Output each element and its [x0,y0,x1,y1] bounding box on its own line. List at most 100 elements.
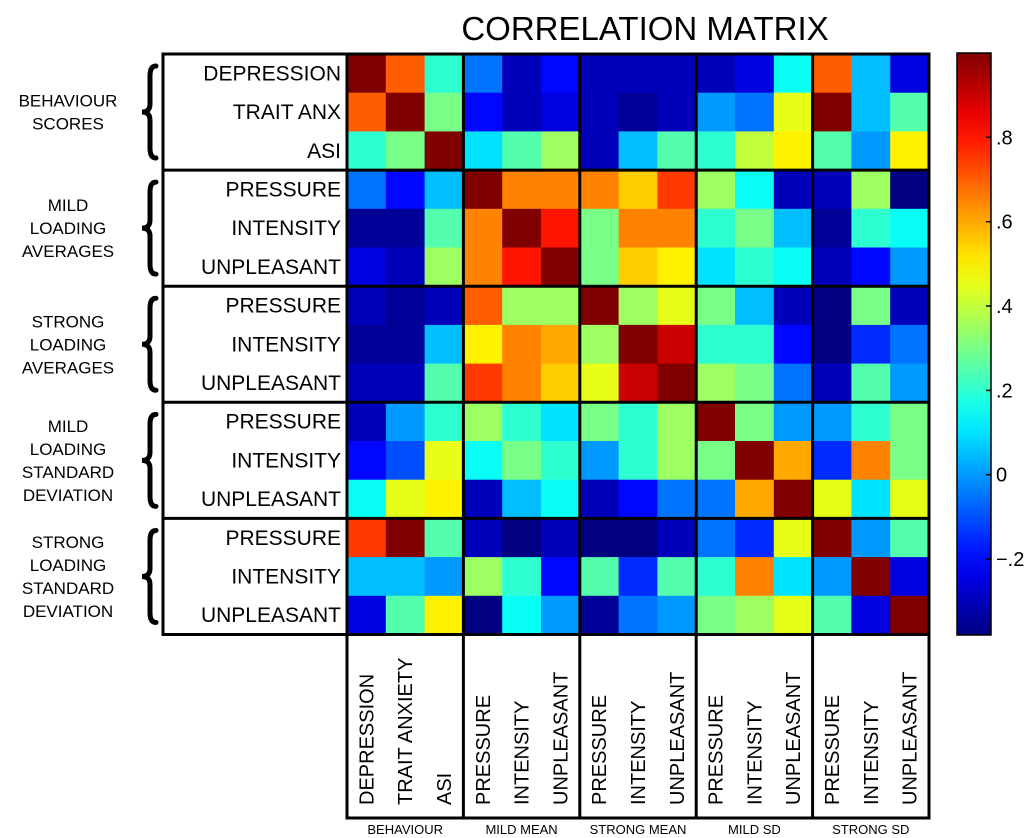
heatmap-cell [424,595,464,636]
heatmap-cell [618,363,658,403]
heatmap-cell [541,479,581,519]
heatmap-cell [618,286,658,326]
heatmap-cell [890,324,930,365]
heatmap-cell [851,557,891,597]
heatmap-cell [502,479,542,519]
heatmap-cell [385,92,426,132]
heatmap-cell [618,92,658,132]
column-group-label: STRONG MEAN [590,822,687,837]
heatmap-cell [851,92,891,132]
heatmap-cell [541,170,581,210]
row-label-frame [161,52,349,636]
heatmap-cell [463,402,503,442]
heatmap-cell [618,54,658,94]
heatmap-cell [773,54,814,94]
heatmap-cell [696,595,736,636]
column-label: UNPLEASANT [783,672,805,805]
heatmap-cell [347,441,387,481]
row-label: UNPLEASANT [201,256,341,279]
heatmap-cell [347,518,387,558]
heatmap-cell [851,324,891,365]
heatmap-cell [424,131,464,171]
heatmap-cell [424,402,464,442]
heatmap-cell [696,557,736,597]
row-group-label: DEVIATION [23,486,113,505]
heatmap-cell [579,479,620,519]
row-group-label: LOADING [30,335,107,354]
colorbar-tick-label: −.2 [996,549,1024,571]
heatmap-cell [502,557,542,597]
heatmap-cell [773,441,814,481]
heatmap-cell [502,54,542,94]
heatmap-cell [696,324,736,365]
row-group-label: AVERAGES [22,358,114,377]
heatmap-cell [502,170,542,210]
heatmap-cell [812,131,852,171]
heatmap-cell [385,363,426,403]
heatmap-cell [579,170,620,210]
column-labels: DEPRESSION TRAIT ANXIETY ASI PRESSURE INTENS… [356,658,921,805]
heatmap-cell [696,170,736,210]
heatmap-cell [657,131,697,171]
row-label: INTENSITY [231,333,341,356]
group-separators [163,52,931,820]
heatmap-cell [541,324,581,365]
heatmap-cell [347,479,387,519]
heatmap-cell [541,208,581,249]
row-group-label: STRONG [32,533,105,552]
heatmap-cell [812,92,852,132]
heatmap-cell [618,131,658,171]
heatmap-cell [502,518,542,558]
heatmap-cell [502,247,542,287]
heatmap-cell [890,363,930,403]
row-label: PRESSURE [225,527,341,550]
heatmap-cell [773,131,814,171]
heatmap-cell [890,54,930,94]
heatmap-cell [657,479,697,519]
heatmap-cell [502,286,542,326]
heatmap-cell [618,208,658,249]
heatmap-cell [735,518,775,558]
row-label: PRESSURE [225,411,341,434]
heatmap-cell [773,208,814,249]
heatmap-cell [812,208,852,249]
heatmap-cell [424,247,464,287]
heatmap-cell [347,557,387,597]
row-group-label: MILD [48,417,89,436]
heatmap-cell [579,286,620,326]
heatmap-cell [735,479,775,519]
heatmap-cell [735,92,775,132]
heatmap-cell [773,595,814,636]
heatmap-cell [618,247,658,287]
row-label: UNPLEASANT [201,372,341,395]
heatmap-cell [502,92,542,132]
heatmap-cell [890,92,930,132]
heatmap-cell [851,208,891,249]
heatmap-cell [347,402,387,442]
heatmap-cell [385,208,426,249]
heatmap-cell [424,363,464,403]
colorbar-tick-label: .2 [996,380,1013,402]
row-label: DEPRESSION [203,62,341,85]
heatmap-cell [618,557,658,597]
heatmap-cell [773,363,814,403]
row-label-panel [161,52,349,636]
colorbar-tick-label: .4 [996,296,1013,318]
heatmap-cell [735,324,775,365]
heatmap-cell [851,54,891,94]
heatmap-cell [579,92,620,132]
heatmap-cell [463,286,503,326]
heatmap-cell [541,54,581,94]
heatmap-cell [890,441,930,481]
heatmap-cell [579,557,620,597]
heatmap-cell [347,54,387,94]
column-label: DEPRESSION [356,674,378,805]
heatmap-cell [541,402,581,442]
heatmap-cell [773,170,814,210]
curly-brace [141,411,159,509]
heatmap-cell [735,363,775,403]
column-label: ASI [434,773,456,805]
column-label: UNPLEASANT [550,672,572,805]
heatmap-cell [773,286,814,326]
